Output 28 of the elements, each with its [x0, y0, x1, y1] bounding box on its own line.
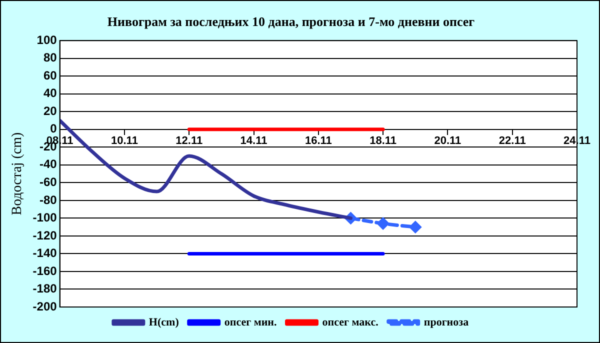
y-tick-label: -200	[32, 299, 58, 314]
legend-label: прогноза	[424, 316, 470, 328]
y-tick-label: 40	[43, 86, 58, 100]
x-tick-label: 10.11	[111, 135, 138, 148]
chart-title: Нивограм за последњих 10 дана, прогноза и 7-мо дневни опсег	[107, 14, 475, 30]
x-tick-label: 16.11	[304, 135, 332, 148]
y-tick-label: -180	[32, 282, 58, 296]
y-tick-label: 80	[43, 50, 58, 65]
y-tick-label: -60	[39, 174, 58, 189]
legend-label: опсег макс.	[322, 316, 379, 328]
y-tick-label: -160	[32, 264, 58, 278]
y-tick-label: 0	[50, 122, 58, 136]
legend-label: опсег мин.	[224, 316, 278, 328]
y-axis-title: Водостај (cm)	[10, 132, 26, 216]
x-tick-label: 20.11	[434, 135, 462, 148]
x-tick-label: 12.11	[176, 135, 203, 148]
legend-label: H(cm)	[148, 316, 180, 328]
y-tick-label: -100	[32, 210, 58, 225]
y-tick-label: -140	[32, 246, 58, 260]
y-tick-label: 100	[36, 32, 58, 47]
y-tick-label: -80	[39, 192, 58, 207]
x-tick-label: 22.11	[498, 135, 526, 148]
y-tick-label: 20	[43, 104, 58, 118]
y-tick-label: -120	[32, 228, 58, 242]
x-tick-label: 14.11	[240, 135, 268, 148]
y-tick-label: -40	[39, 157, 58, 172]
x-tick-label: 18.11	[370, 135, 397, 148]
y-tick-label: 60	[43, 68, 58, 82]
